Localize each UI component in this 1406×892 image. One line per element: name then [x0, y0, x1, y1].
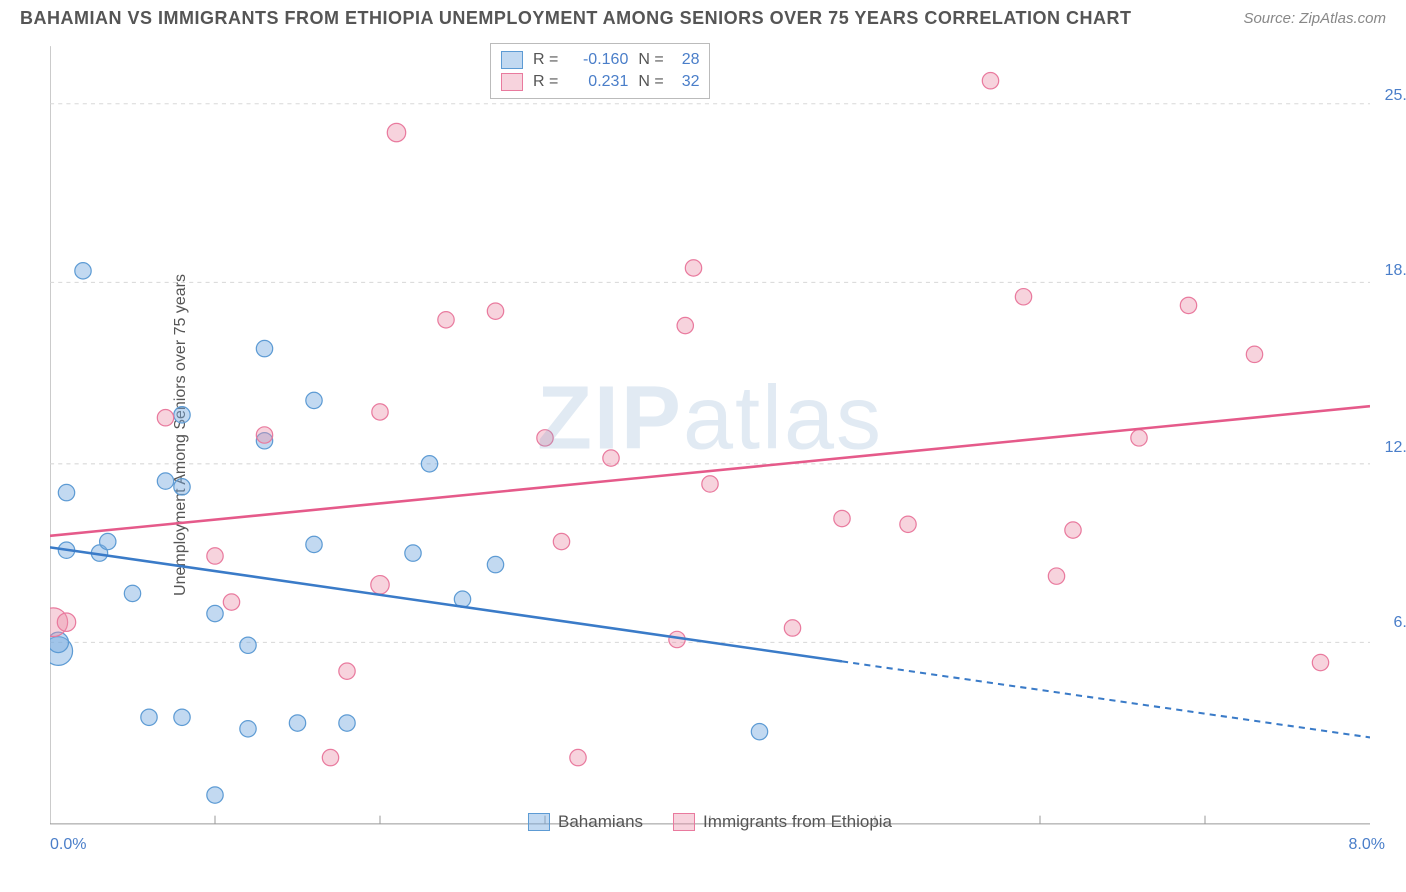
legend-row-bahamians: R = -0.160 N = 28	[501, 49, 699, 71]
legend-series-label: Bahamians	[558, 812, 643, 832]
legend-swatch-icon	[673, 813, 695, 831]
scatter-plot	[50, 40, 1370, 830]
chart-area: Unemployment Among Seniors over 75 years…	[50, 40, 1370, 830]
legend-row-ethiopia: R = 0.231 N = 32	[501, 71, 699, 93]
x-tick-label: 8.0%	[1349, 836, 1385, 854]
legend-item-bahamians: Bahamians	[528, 812, 643, 832]
legend-r-label: R =	[533, 51, 558, 69]
legend-swatch-icon	[528, 813, 550, 831]
correlation-legend: R = -0.160 N = 28 R = 0.231 N = 32	[490, 43, 710, 99]
legend-swatch-icon	[501, 73, 523, 91]
legend-series-label: Immigrants from Ethiopia	[703, 812, 892, 832]
legend-n-value: 28	[682, 51, 700, 69]
legend-n-label: N =	[638, 51, 663, 69]
x-tick-label: 0.0%	[50, 836, 86, 854]
y-tick-label: 6.3%	[1394, 614, 1406, 632]
y-tick-label: 25.0%	[1385, 87, 1406, 105]
legend-n-value: 32	[682, 73, 700, 91]
legend-swatch-icon	[501, 51, 523, 69]
series-legend: Bahamians Immigrants from Ethiopia	[528, 812, 892, 832]
chart-header: BAHAMIAN VS IMMIGRANTS FROM ETHIOPIA UNE…	[0, 0, 1406, 33]
legend-r-label: R =	[533, 73, 558, 91]
legend-r-value: -0.160	[568, 51, 628, 69]
chart-title: BAHAMIAN VS IMMIGRANTS FROM ETHIOPIA UNE…	[20, 8, 1132, 29]
y-tick-label: 12.5%	[1385, 439, 1406, 457]
legend-r-value: 0.231	[568, 73, 628, 91]
legend-item-ethiopia: Immigrants from Ethiopia	[673, 812, 892, 832]
chart-source: Source: ZipAtlas.com	[1243, 10, 1386, 27]
y-tick-label: 18.8%	[1385, 262, 1406, 280]
legend-n-label: N =	[638, 73, 663, 91]
